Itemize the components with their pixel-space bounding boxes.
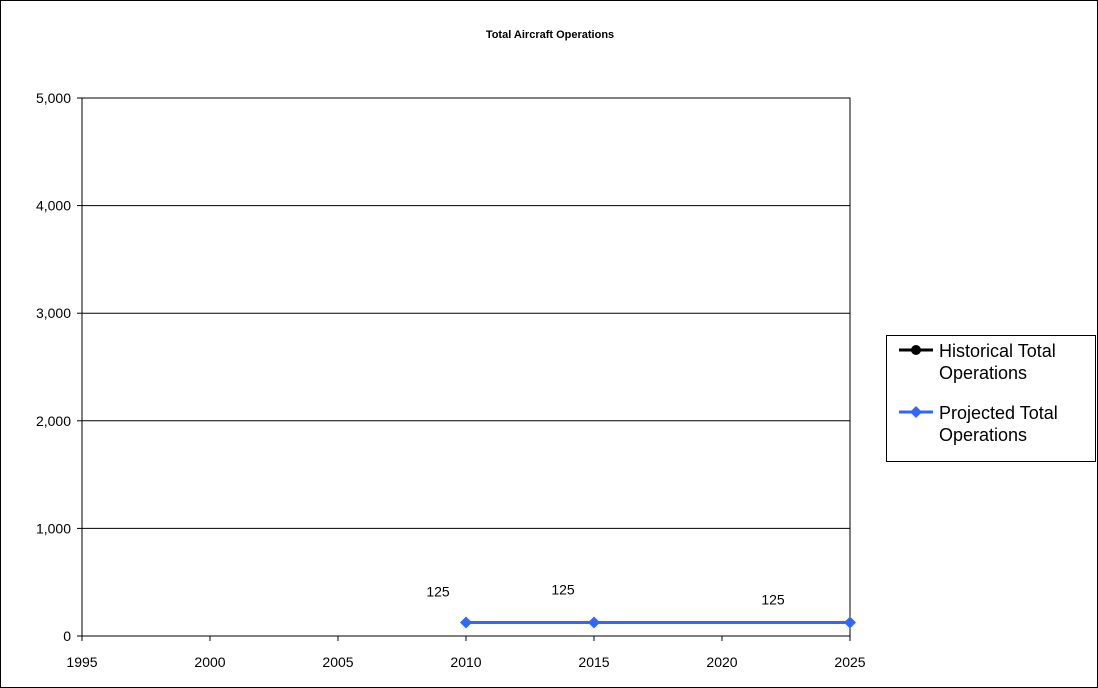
x-tick-label: 2020 xyxy=(706,654,737,670)
y-tick-label: 4,000 xyxy=(36,198,71,214)
data-point-marker xyxy=(844,617,856,629)
x-tick-label: 2025 xyxy=(834,654,865,670)
circle-marker-icon xyxy=(897,340,935,360)
y-tick-label: 0 xyxy=(63,628,71,644)
legend: Historical Total Operations Projected To… xyxy=(886,335,1096,462)
legend-label-projected: Projected Total Operations xyxy=(939,402,1095,446)
x-tick-label: 2010 xyxy=(450,654,481,670)
data-labels: 125 125 125 xyxy=(426,582,785,608)
x-tick-label: 2015 xyxy=(578,654,609,670)
x-tick-label: 1995 xyxy=(66,654,97,670)
data-label: 125 xyxy=(426,584,450,600)
y-tick-label: 1,000 xyxy=(36,520,71,536)
chart-title: Total Aircraft Operations xyxy=(486,29,614,41)
x-tick-label: 2005 xyxy=(322,654,353,670)
plot-area xyxy=(82,98,850,636)
y-tick-label: 2,000 xyxy=(36,413,71,429)
x-axis: 1995 2000 2005 2010 2015 2020 2025 xyxy=(66,636,865,670)
y-tick-label: 5,000 xyxy=(36,90,71,106)
data-point-marker xyxy=(460,617,472,629)
y-axis: 0 1,000 2,000 3,000 4,000 5,000 xyxy=(36,90,82,644)
diamond-marker-icon xyxy=(897,402,935,422)
legend-item-projected: Projected Total Operations xyxy=(897,402,1095,446)
legend-item-historical: Historical Total Operations xyxy=(897,340,1095,384)
legend-label-historical: Historical Total Operations xyxy=(939,340,1095,384)
series-layer xyxy=(460,617,856,629)
data-label: 125 xyxy=(551,582,575,598)
gridlines xyxy=(82,206,850,529)
data-label: 125 xyxy=(761,592,785,608)
x-tick-label: 2000 xyxy=(194,654,225,670)
data-point-marker xyxy=(588,617,600,629)
y-tick-label: 3,000 xyxy=(36,305,71,321)
